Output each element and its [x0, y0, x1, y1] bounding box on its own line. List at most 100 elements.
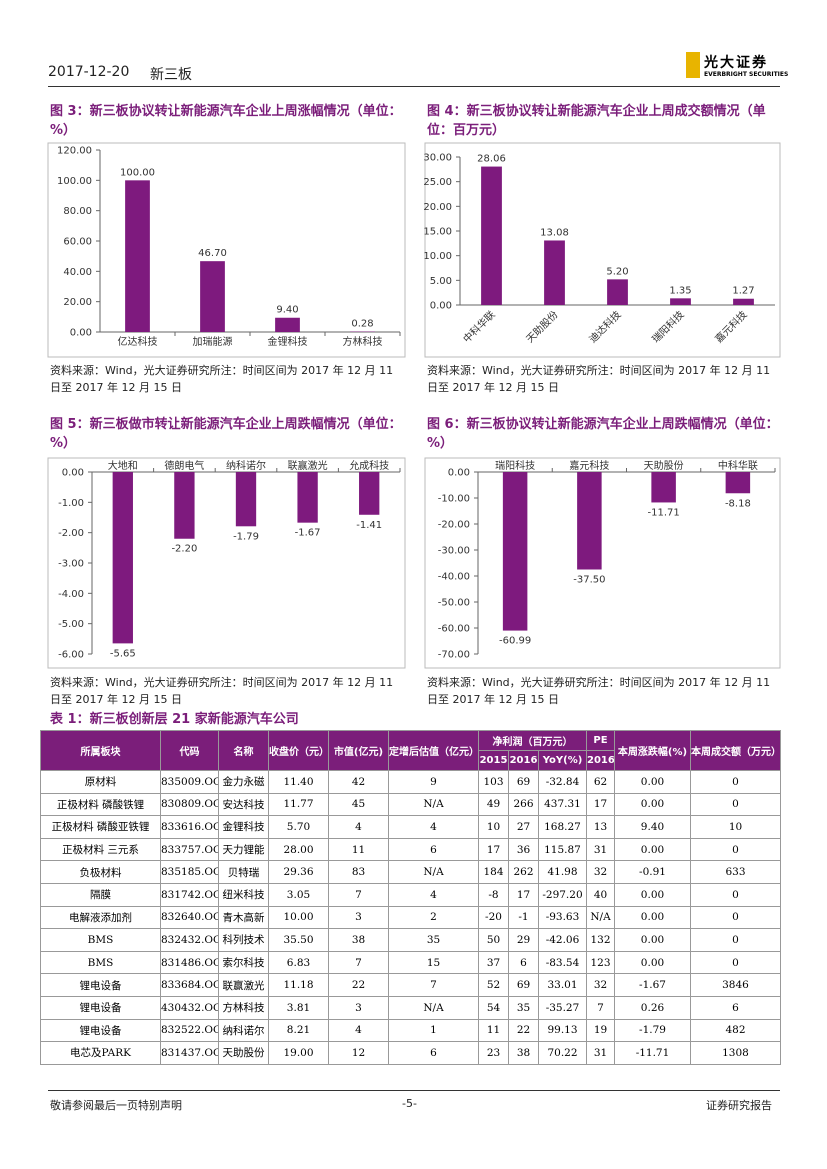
table-cell: 0.00	[614, 950, 691, 975]
table-cell: 5.70	[268, 815, 329, 839]
table-cell: 11	[478, 1018, 509, 1043]
table-cell: 0.00	[614, 905, 691, 930]
y-tick-label: -50.00	[438, 598, 470, 609]
table-cell: 正极材料 磷酸铁锂	[40, 792, 161, 817]
bar	[725, 472, 751, 494]
x-tick-label: 亿达科技	[118, 335, 158, 348]
table-row: 正极材料 磷酸铁锂 830809.OC 安达科技 11.77 45 N/A 49 266 437…	[40, 792, 781, 817]
table-cell: 隔膜	[40, 882, 161, 907]
table-cell: 11.18	[268, 973, 329, 997]
footer-left: 敬请参阅最后一页特别声明	[50, 1099, 182, 1112]
y-tick-label: 0.00	[70, 328, 92, 339]
table-cell: 11.40	[268, 770, 329, 794]
table-cell: 45	[328, 792, 389, 817]
y-tick-label: 0.00	[448, 468, 470, 479]
y-tick-label: 5.00	[430, 276, 452, 287]
table-cell: 索尔科技	[218, 950, 269, 975]
table-cell: N/A	[388, 792, 479, 817]
data-label: -2.20	[171, 544, 197, 555]
header-cell: 市值(亿元)	[328, 730, 389, 771]
table-cell: 7	[328, 882, 389, 907]
table-cell: 835185.OC	[160, 860, 219, 884]
table-cell: 50	[478, 928, 509, 952]
table-cell: 7	[328, 950, 389, 975]
table-cell: -32.84	[538, 770, 587, 794]
table-cell: 832432.OC	[160, 928, 219, 952]
table-cell: 31	[586, 837, 615, 862]
table-cell: 天助股份	[218, 1041, 269, 1065]
table-cell: 17	[508, 882, 539, 907]
table-cell: 41.98	[538, 860, 587, 884]
table-cell: -1.67	[614, 973, 691, 997]
table-row: 锂电设备 833684.OC 联赢激光 11.18 22 7 52 69 33.01 32 -1.6…	[40, 973, 781, 997]
brand: 光大证券	[704, 55, 768, 71]
x-tick-label: 中科华联	[718, 459, 758, 472]
table-row: 锂电设备 832522.OC 纳科诺尔 8.21 4 1 11 22 99.13 19 -1.79 4…	[40, 1018, 781, 1043]
header-date: 2017-12-20	[48, 64, 130, 80]
table-cell: 0.00	[614, 928, 691, 952]
table-cell: 0	[690, 928, 781, 952]
page-number: -5-	[402, 1097, 417, 1110]
table-cell: 830809.OC	[160, 792, 219, 817]
y-tick-label: 20.00	[63, 297, 92, 308]
source-note: 资料来源：Wind，光大证券研究所注：时间区间为 2017 年 12 月 11 …	[50, 676, 394, 706]
table-cell: 103	[478, 770, 509, 794]
y-tick-label: -3.00	[58, 559, 84, 570]
table-cell: 3846	[690, 973, 781, 997]
data-label: -1.41	[356, 520, 382, 531]
y-tick-label: -1.00	[58, 498, 84, 509]
y-tick-label: -70.00	[438, 650, 470, 661]
bar	[607, 279, 628, 305]
table-cell: 831437.OC	[160, 1041, 219, 1065]
bar	[651, 472, 676, 503]
header-cell: 本周涨跌幅(%)	[614, 730, 691, 771]
table-cell: N/A	[388, 860, 479, 884]
table-cell: 锂电设备	[40, 973, 161, 997]
chart-frame	[424, 142, 781, 358]
table-cell: 62	[586, 770, 615, 794]
table-cell: 12	[328, 1041, 389, 1065]
table-cell: 6	[388, 1041, 479, 1065]
table-cell: -297.20	[538, 882, 587, 907]
x-tick-label: 中科华联	[460, 308, 497, 345]
data-label: 28.06	[477, 154, 506, 165]
table-cell: 7	[388, 973, 479, 997]
table-cell: 168.27	[538, 815, 587, 839]
header-cell: YoY(%)	[538, 750, 587, 771]
table-cell: 35	[508, 995, 539, 1020]
x-tick-label: 金锂科技	[268, 335, 308, 348]
charts: 0.00 20.00 40.00 60.00 80.00 100.00 120.00 100.…	[47, 142, 781, 669]
table-cell: 8.21	[268, 1018, 329, 1043]
table-cell: 负极材料	[40, 860, 161, 884]
table-cell: -1	[508, 905, 539, 930]
table-cell: 17	[586, 792, 615, 817]
table-cell: 833616.OC	[160, 815, 219, 839]
x-tick-label: 允成科技	[349, 459, 389, 472]
x-tick-label: 联赢激光	[288, 459, 328, 472]
x-tick-label: 天助股份	[523, 308, 560, 345]
table-cell: 27	[508, 815, 539, 839]
chart-frame	[424, 457, 781, 669]
table-cell: 纽米科技	[218, 882, 269, 907]
table-cell: 40	[586, 882, 615, 907]
bar	[125, 180, 150, 332]
x-tick-label: 纳科诺尔	[226, 459, 266, 472]
header-cell: 2016	[586, 750, 615, 771]
source-note: 资料来源：Wind，光大证券研究所注：时间区间为 2017 年 12 月 11 …	[427, 364, 771, 394]
table-cell: 29.36	[268, 860, 329, 884]
table-cell: 633	[690, 860, 781, 884]
x-tick-label: 天助股份	[644, 459, 684, 472]
table-cell: 4	[388, 882, 479, 907]
table-cell: 10	[478, 815, 509, 839]
table-cell: 4	[388, 815, 479, 839]
chart-frame	[47, 142, 406, 358]
bar	[481, 166, 502, 305]
table-cell: 天力锂能	[218, 837, 269, 862]
bar	[235, 472, 257, 527]
header-cell: PE	[586, 730, 615, 751]
table-cell: 22	[328, 973, 389, 997]
table-cell: 原材料	[40, 770, 161, 794]
bar	[359, 472, 380, 515]
table-cell: 7	[586, 995, 615, 1020]
table-cell: 10.00	[268, 905, 329, 930]
